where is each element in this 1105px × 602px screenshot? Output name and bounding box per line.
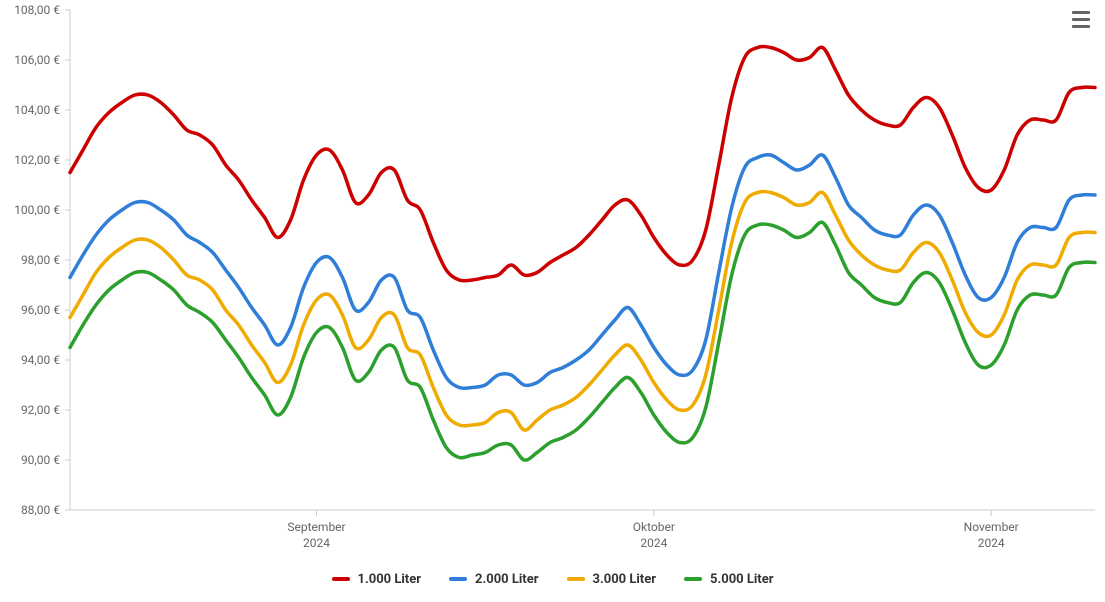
y-tick-label: 106,00 € — [0, 53, 60, 67]
legend-swatch — [684, 577, 702, 581]
chart-legend: 1.000 Liter 2.000 Liter 3.000 Liter 5.000 L… — [0, 570, 1105, 587]
y-tick-label: 104,00 € — [0, 103, 60, 117]
legend-item[interactable]: 2.000 Liter — [449, 572, 539, 587]
legend-swatch — [449, 577, 467, 581]
legend-item[interactable]: 3.000 Liter — [567, 572, 657, 587]
x-tick-label: Oktober2024 — [633, 520, 675, 551]
legend-swatch — [567, 577, 585, 581]
y-tick-label: 92,00 € — [0, 403, 60, 417]
x-tick-label: November2024 — [964, 520, 1019, 551]
legend-item[interactable]: 1.000 Liter — [332, 572, 422, 587]
legend-label: 5.000 Liter — [710, 572, 774, 587]
y-tick-label: 98,00 € — [0, 253, 60, 267]
legend-label: 3.000 Liter — [593, 572, 657, 587]
legend-swatch — [332, 577, 350, 581]
y-tick-label: 102,00 € — [0, 153, 60, 167]
y-tick-label: 108,00 € — [0, 3, 60, 17]
legend-label: 1.000 Liter — [358, 572, 422, 587]
price-chart: 88,00 € 90,00 € 92,00 € 94,00 € 96,00 € 98,00… — [0, 0, 1105, 602]
x-tick-label: September2024 — [287, 520, 345, 551]
y-tick-label: 88,00 € — [0, 503, 60, 517]
y-tick-label: 96,00 € — [0, 303, 60, 317]
y-tick-label: 90,00 € — [0, 453, 60, 467]
y-tick-label: 94,00 € — [0, 353, 60, 367]
legend-label: 2.000 Liter — [475, 572, 539, 587]
chart-plot-area — [0, 0, 1105, 602]
y-tick-label: 100,00 € — [0, 203, 60, 217]
legend-item[interactable]: 5.000 Liter — [684, 572, 774, 587]
